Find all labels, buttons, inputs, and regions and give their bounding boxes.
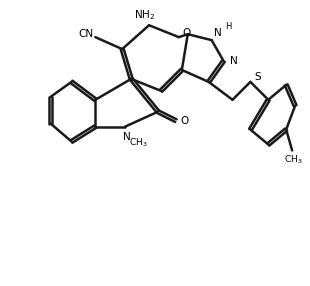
Text: CH$_3$: CH$_3$ [129,137,148,149]
Text: O: O [182,28,190,38]
Text: S: S [255,72,261,82]
Text: N: N [230,56,238,66]
Text: N: N [214,28,221,38]
Text: CH$_3$: CH$_3$ [284,153,303,166]
Text: CN: CN [79,29,94,39]
Text: NH$_2$: NH$_2$ [134,8,155,22]
Text: H: H [225,22,231,31]
Text: O: O [181,116,189,126]
Text: N: N [123,132,131,142]
